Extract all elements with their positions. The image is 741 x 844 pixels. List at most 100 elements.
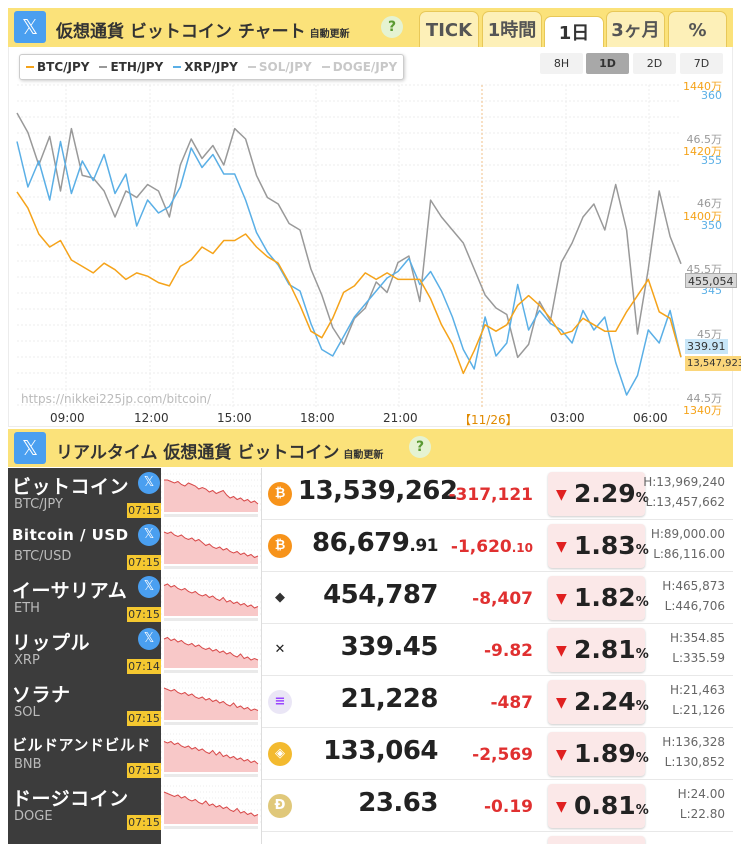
page-title: 仮想通貨 ビットコイン チャート 自動更新	[56, 22, 350, 42]
percent-value: 2.81	[574, 635, 636, 664]
tab-3month[interactable]: 3ヶ月	[606, 11, 665, 47]
percent-change-badge: ▼ 1.83%	[548, 524, 649, 568]
tab-1day[interactable]: 1日	[544, 16, 604, 47]
eth-current-label: 455,054	[685, 273, 737, 288]
update-time: 07:15	[127, 711, 161, 726]
high-value: H:465,873	[662, 579, 725, 593]
chart-series	[16, 112, 682, 396]
coin-name-cell[interactable]: イーサリアム ETH 𝕏 07:15	[8, 572, 161, 624]
coin-symbol: ETH	[14, 601, 40, 616]
y-tick-eth-45: 45万	[697, 328, 722, 341]
legend-swatch-eth	[99, 66, 108, 68]
crypto-row[interactable]: ビルドアンドビルド BNB 07:15 ◈ 133,064 -2,569 ▼ 1.89% H:1…	[8, 728, 733, 780]
y-tick-xrp-355: 355	[701, 154, 722, 167]
range-1d-button[interactable]: 1D	[586, 53, 629, 74]
crypto-row[interactable]: Bitcoin / USD BTC/USD 𝕏 07:15 ₿ 86,679.91 -1,6…	[8, 520, 733, 572]
coin-name-cell[interactable]: ビットコイン BTC/JPY 𝕏 07:15	[8, 468, 161, 520]
sparkline-axis	[164, 566, 258, 569]
x-share-icon[interactable]: 𝕏	[138, 472, 160, 494]
help-icon[interactable]: ?	[409, 436, 431, 458]
coin-name-cell[interactable]: Bitcoin / USD BTC/USD 𝕏 07:15	[8, 520, 161, 572]
sparkline-line	[163, 687, 259, 712]
coin-name[interactable]: ドージコイン	[12, 788, 129, 810]
help-icon[interactable]: ?	[381, 16, 403, 38]
low-value: L:446,706	[664, 599, 725, 613]
percent-change-badge: ▼ 0.81%	[548, 784, 649, 828]
coin-name[interactable]: ビットコイン	[12, 476, 130, 498]
sparkline[interactable]	[161, 624, 262, 676]
sparkline[interactable]	[161, 728, 262, 780]
sparkline-line	[163, 583, 259, 609]
solana-icon: ≡	[268, 690, 292, 714]
sparkline-axis	[164, 514, 258, 517]
down-arrow-icon: ▼	[556, 643, 567, 659]
coin-name-cell[interactable]: ビルドアンドビルド BNB 07:15	[8, 728, 161, 780]
sparkline[interactable]	[161, 832, 262, 844]
x-tick-0900: 09:00	[50, 411, 85, 425]
legend-sol[interactable]: SOL/JPY	[247, 60, 312, 74]
coin-name-cell[interactable]: ソラナ SOL 07:15	[8, 676, 161, 728]
update-time: 07:15	[127, 763, 161, 778]
percent-change-badge: ▼ 1.82%	[548, 576, 649, 620]
price-value: 86,679.91	[312, 528, 438, 558]
sparkline[interactable]	[161, 572, 262, 624]
x-tick-1800: 18:00	[300, 411, 335, 425]
x-tick-1200: 12:00	[134, 411, 169, 425]
range-7d-button[interactable]: 7D	[680, 53, 723, 74]
coin-name-cell[interactable]	[8, 832, 161, 844]
x-share-icon[interactable]: 𝕏	[138, 524, 160, 546]
x-share-icon[interactable]: 𝕏	[138, 628, 160, 650]
crypto-row[interactable]: リップル XRP 𝕏 07:14 ✕ 339.45 -9.82 ▼ 2.81% H:354.85 L…	[8, 624, 733, 676]
tab-1hour[interactable]: 1時間	[482, 11, 542, 47]
auto-update-label: 自動更新	[343, 450, 384, 461]
tab-percent[interactable]: %	[668, 11, 727, 47]
bitcoin-icon: ₿	[268, 482, 292, 506]
crypto-row[interactable]: ソラナ SOL 07:15 ≡ 21,228 -487 ▼ 2.24% H:21,463 L:21…	[8, 676, 733, 728]
coin-name[interactable]: ビルドアンドビルド	[12, 736, 151, 754]
crypto-row[interactable]: ドージコイン DOGE 07:15 Ð 23.63 -0.19 ▼ 0.81% H:24.00 L…	[8, 780, 733, 832]
legend-eth[interactable]: ETH/JPY	[99, 60, 163, 74]
x-share-icon[interactable]: 𝕏	[14, 432, 46, 464]
legend-xrp[interactable]: XRP/JPY	[173, 60, 238, 74]
crypto-row[interactable]	[8, 832, 733, 844]
sparkline-line	[163, 531, 259, 559]
y-tick-eth-445: 44.5万	[686, 392, 723, 405]
high-value: H:13,969,240	[643, 475, 725, 489]
sparkline[interactable]	[161, 468, 262, 520]
range-8h-button[interactable]: 8H	[540, 53, 583, 74]
coin-symbol: SOL	[14, 705, 40, 720]
down-arrow-icon: ▼	[556, 487, 567, 503]
legend-btc[interactable]: BTC/JPY	[26, 60, 89, 74]
sparkline-axis	[164, 774, 258, 777]
sparkline-area	[164, 532, 258, 564]
sparkline[interactable]	[161, 780, 262, 832]
coin-name[interactable]: ソラナ	[12, 684, 71, 706]
series-line-btc	[16, 191, 682, 375]
change-value: -2,569	[472, 745, 533, 765]
sparkline-line	[163, 740, 259, 765]
coin-name-cell[interactable]: リップル XRP 𝕏 07:14	[8, 624, 161, 676]
legend-doge[interactable]: DOGE/JPY	[321, 60, 397, 74]
update-time: 07:15	[127, 555, 161, 570]
percent-value: 1.82	[574, 583, 636, 612]
x-tick-0600: 06:00	[633, 411, 668, 425]
range-2d-button[interactable]: 2D	[633, 53, 676, 74]
watermark: https://nikkei225jp.com/bitcoin/	[21, 392, 212, 406]
coin-name[interactable]: リップル	[12, 632, 91, 654]
x-share-icon[interactable]: 𝕏	[14, 11, 46, 43]
coin-name-cell[interactable]: ドージコイン DOGE 07:15	[8, 780, 161, 832]
x-share-icon[interactable]: 𝕏	[138, 576, 160, 598]
coin-name[interactable]: Bitcoin / USD	[12, 526, 129, 544]
sparkline[interactable]	[161, 676, 262, 728]
price-value: 21,228	[340, 684, 439, 714]
tab-tick[interactable]: TICK	[419, 11, 479, 47]
legend-swatch-xrp	[173, 66, 182, 68]
coin-name[interactable]: イーサリアム	[12, 580, 128, 602]
crypto-row[interactable]: ビットコイン BTC/JPY 𝕏 07:15 ₿ 13,539,262 -317,121 ▼ 2…	[8, 468, 733, 520]
sparkline[interactable]	[161, 520, 262, 572]
percent-value: 1.89	[574, 739, 636, 768]
crypto-row[interactable]: イーサリアム ETH 𝕏 07:15 ◆ 454,787 -8,407 ▼ 1.82% H:465…	[8, 572, 733, 624]
price-chart	[16, 84, 682, 409]
crypto-table: ビットコイン BTC/JPY 𝕏 07:15 ₿ 13,539,262 -317,121 ▼ 2…	[8, 468, 733, 844]
